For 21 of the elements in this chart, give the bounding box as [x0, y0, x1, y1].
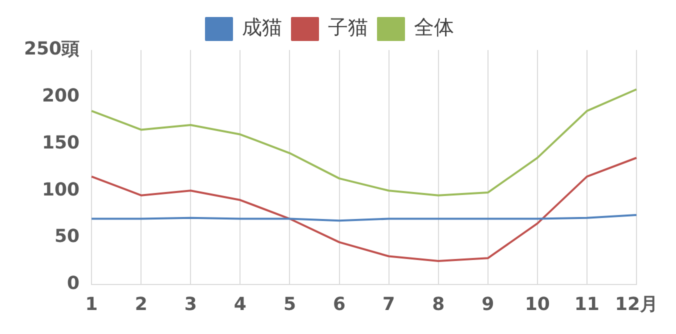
y-tick-label: 50 — [54, 226, 80, 248]
y-tick-label: 0 — [67, 273, 80, 294]
x-tick-label: 9 — [482, 294, 494, 315]
y-tick-label: 200 — [42, 86, 80, 107]
y-tick-label: 150 — [42, 132, 80, 154]
y-tick-label: 250頭 — [24, 38, 80, 60]
legend-label: 成猫 — [242, 15, 282, 40]
y-tick-label: 100 — [42, 179, 80, 200]
x-tick-label: 4 — [234, 294, 246, 315]
x-tick-label: 5 — [283, 294, 296, 315]
x-tick-label: 8 — [432, 294, 445, 315]
x-tick-label: 6 — [332, 294, 346, 315]
x-tick-label: 10 — [524, 294, 550, 315]
x-tick-label: 2 — [134, 294, 148, 315]
x-tick-label: 11 — [574, 294, 600, 315]
x-tick-label: 3 — [184, 294, 197, 315]
legend-label: 子猫 — [328, 15, 368, 40]
x-tick-label: 1 — [85, 294, 98, 315]
x-tick-label: 7 — [382, 294, 396, 315]
legend-label: 全体 — [414, 15, 454, 40]
x-tick-label: 12月 — [614, 294, 658, 315]
